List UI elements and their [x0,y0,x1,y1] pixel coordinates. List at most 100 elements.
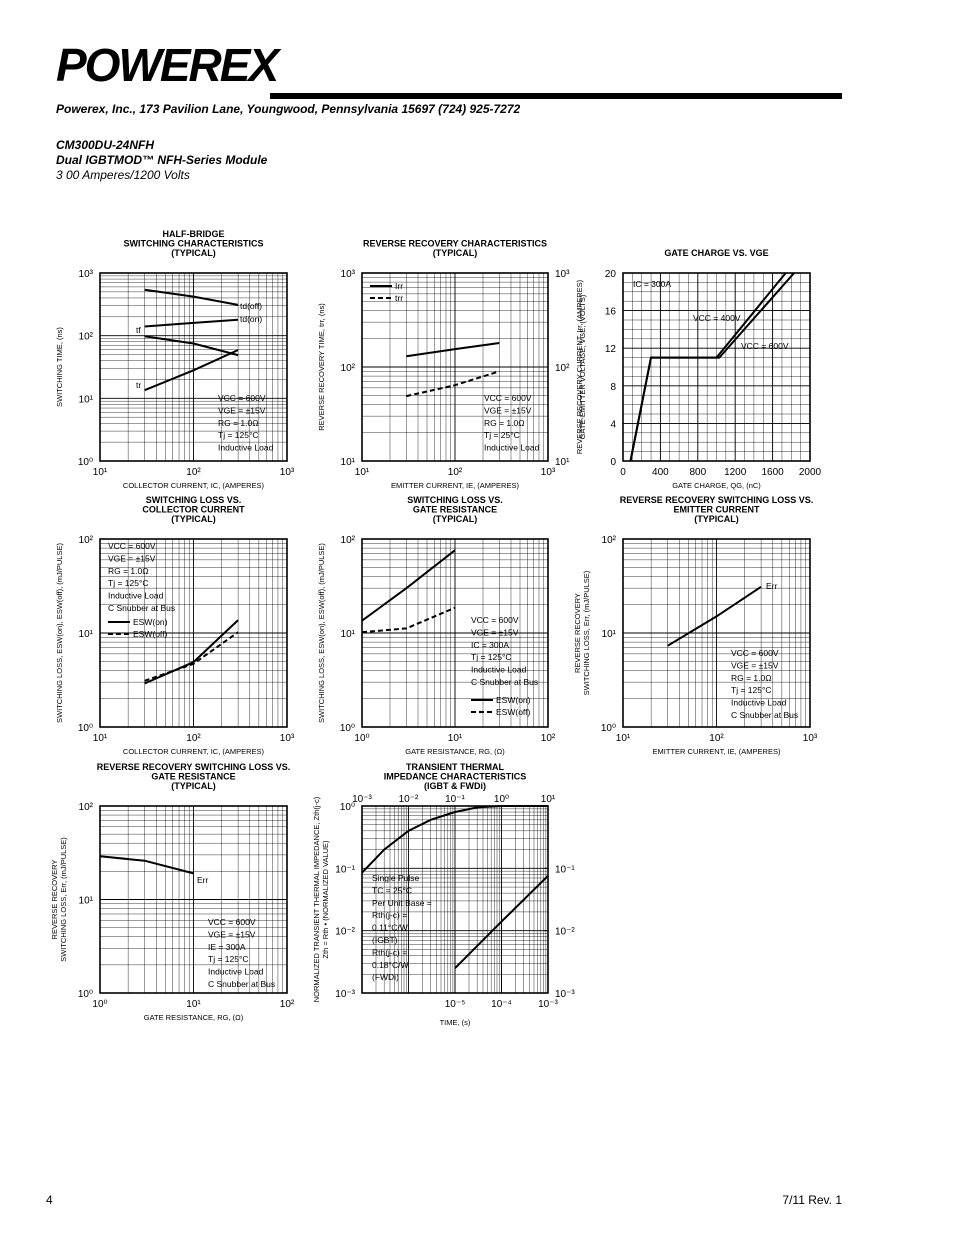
condition-text: Tj = 25°C [484,430,520,440]
y-tick-label: 10² [341,363,356,374]
x-tick-label: 10³ [803,733,818,744]
y-tick-label: 10² [79,535,94,546]
y-tick-label: 10⁰ [340,802,355,813]
chart-title: (TYPICAL) [171,781,216,791]
x-tick-label: 1600 [761,467,784,478]
x-tick-label: 10¹ [186,999,201,1010]
y-tick-label: 10³ [341,269,356,280]
chart-title: (TYPICAL) [171,514,216,524]
x-tick-label: 10¹ [448,733,463,744]
chart-title: SWITCHING LOSS VS. [407,495,503,505]
legend-label: ESW(off) [496,707,530,717]
condition-text: VGE = ±15V [471,627,519,637]
x-axis-label: GATE RESISTANCE, RG, (Ω) [144,1013,244,1022]
condition-text: VGE = ±15V [208,929,256,939]
x-axis-label: GATE RESISTANCE, RG, (Ω) [405,747,505,756]
condition-text: VGE = ±15V [484,405,532,415]
condition-text: Inductive Load [208,967,264,977]
header-rule [270,93,842,99]
chart-title: GATE CHARGE VS. VGE [664,248,768,258]
chart-title: (TYPICAL) [171,248,216,258]
y-axis-label: SWITCHING LOSS, ESW(on), ESW(off), (mJ/P… [55,543,64,723]
y-tick-label: 12 [605,344,617,355]
x-tick-label: 10² [448,467,463,478]
module-name: Dual IGBTMOD™ NFH-Series Module [56,153,268,167]
x-axis-label: TIME, (s) [440,1018,471,1027]
y-axis-label: REVERSE RECOVERY TIME, trr, (ns) [317,303,326,431]
condition-text: C Snubber at Bus [108,603,175,613]
condition-text: VGE = ±15V [218,405,266,415]
y-tick-label: 10¹ [341,629,356,640]
chart-title: SWITCHING CHARACTERISTICS [124,239,264,249]
series-line [144,335,239,357]
condition-text: RG = 1.0Ω [484,418,525,428]
series-label: Err [197,875,209,885]
condition-text: Tj = 125°C [108,578,149,588]
series-label: td(on) [240,314,262,324]
condition-text: (FWDi) [372,972,399,982]
y-axis-label: SWITCHING LOSS, ESW(on), ESW(off), (mJ/P… [317,543,326,723]
x-tick-label: 10⁰ [354,733,369,744]
logo: POWEREX [56,39,281,91]
condition-text: Inductive Load [218,443,274,453]
address: Powerex, Inc., 173 Pavilion Lane, Youngw… [56,102,521,116]
series-label: tf [136,325,141,335]
x-tick-label: 10³ [280,467,295,478]
chart-title: (IGBT & FWDi) [424,781,486,791]
series-line [406,342,500,358]
plot-frame [622,538,811,728]
plot-frame [622,272,811,462]
condition-text: Rth(j-c) = [372,947,407,957]
x-tick-label: 10¹ [93,733,108,744]
condition-text: VCC = 600V [208,917,256,927]
y-tick-label: 0 [610,457,616,468]
condition-text: Inductive Load [471,665,527,675]
condition-text: Tj = 125°C [218,430,259,440]
y-tick-label: 10¹ [79,629,94,640]
x2-tick-label: 10⁻³ [538,999,558,1010]
condition-text: C Snubber at Bus [731,710,798,720]
chart-title: (TYPICAL) [433,514,478,524]
x2-tick-label: 10⁻⁴ [491,999,512,1010]
x-tick-label: 10¹ [93,467,108,478]
y-axis-label: SWITCHING LOSS, Err, (mJ/PULSE) [582,570,591,695]
y-tick-label: 16 [605,307,617,318]
chart-title: REVERSE RECOVERY SWITCHING LOSS VS. [97,762,291,772]
series-line [144,318,239,328]
y-tick-label: 10⁰ [78,457,93,468]
x-tick-label: 10⁰ [92,999,107,1010]
series-line [144,631,239,682]
y-axis-label: Zth = Rth • (NORMALIZED VALUE) [321,840,330,959]
series-line [144,349,239,392]
condition-text: Inductive Load [108,591,164,601]
series-line [144,619,239,685]
x-tick-label: 400 [652,467,669,478]
series-label: tr [136,380,141,390]
y-tick-label: 10² [341,535,356,546]
condition-text: RG = 1.0Ω [731,673,772,683]
series-line [629,272,795,462]
y-tick-label: 8 [610,382,616,393]
legend-label: Irr [395,281,403,291]
legend-label: ESW(on) [496,695,531,705]
y-tick-label: 10⁰ [601,723,616,734]
x2-tick-label: 10⁻⁵ [445,999,466,1010]
y-tick-label: 20 [605,269,617,280]
revision: 7/11 Rev. 1 [782,1193,842,1207]
condition-text: Per Unit Base = [372,898,432,908]
condition-text: C Snubber at Bus [471,677,538,687]
legend-label: trr [395,293,403,303]
condition-text: VGE = ±15V [731,660,779,670]
x-tick-label: 10¹ [355,467,370,478]
chart-title: (TYPICAL) [694,514,739,524]
series-line [361,805,548,874]
rating: 3 00 Amperes/1200 Volts [56,168,190,182]
condition-text: Tj = 125°C [208,954,249,964]
y-axis-label: REVERSE RECOVERY [573,593,582,673]
condition-text: Rth(j-c) = [372,910,407,920]
condition-text: 0.18°C/W [372,960,408,970]
chart-title: REVERSE RECOVERY SWITCHING LOSS VS. [620,495,814,505]
x-tick-label: 10³ [280,733,295,744]
condition-text: VGE = ±15V [108,553,156,563]
y-tick-label: 10¹ [79,896,94,907]
